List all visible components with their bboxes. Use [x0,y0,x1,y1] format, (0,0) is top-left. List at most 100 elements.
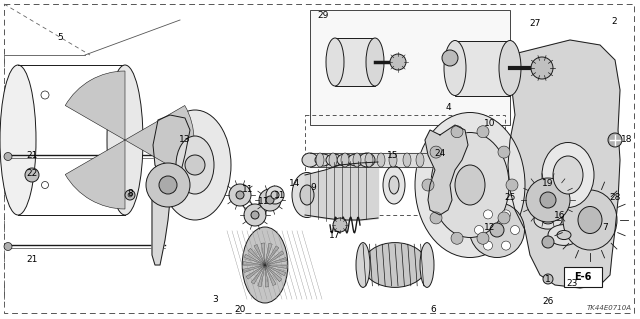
FancyBboxPatch shape [455,41,510,96]
Circle shape [474,226,483,234]
Text: 17: 17 [329,232,340,241]
Circle shape [128,193,132,197]
Circle shape [333,218,347,232]
Text: 11: 11 [259,197,269,206]
Text: 24: 24 [435,150,445,159]
Ellipse shape [578,206,602,234]
Bar [310,10,510,125]
Circle shape [542,236,554,248]
Text: 2: 2 [611,18,617,26]
Text: 25: 25 [504,192,516,202]
Wedge shape [254,244,265,265]
Ellipse shape [176,136,214,194]
Circle shape [42,182,49,189]
Text: 12: 12 [484,224,496,233]
Circle shape [502,241,511,250]
Text: 29: 29 [317,11,329,19]
Bar [305,115,505,215]
Polygon shape [152,115,190,265]
Ellipse shape [316,153,324,167]
Ellipse shape [389,153,397,167]
Polygon shape [508,40,620,288]
Ellipse shape [470,203,525,257]
Wedge shape [265,246,279,265]
Circle shape [390,54,406,70]
Text: 9: 9 [310,183,316,192]
Text: 4: 4 [445,103,451,113]
Ellipse shape [455,165,485,205]
Circle shape [451,126,463,138]
Wedge shape [265,265,276,286]
Circle shape [4,242,12,250]
Text: 11: 11 [275,190,285,199]
Ellipse shape [389,176,399,194]
Ellipse shape [363,243,427,287]
Ellipse shape [326,38,344,86]
Ellipse shape [359,153,375,167]
Ellipse shape [377,153,385,167]
Circle shape [451,232,463,244]
Text: 27: 27 [529,19,541,27]
Ellipse shape [337,154,353,166]
Text: 3: 3 [212,295,218,305]
Wedge shape [258,265,265,287]
Text: 5: 5 [57,33,63,42]
Circle shape [271,191,279,199]
Ellipse shape [302,153,318,167]
Wedge shape [246,265,265,279]
Wedge shape [251,265,265,284]
Text: 7: 7 [602,224,608,233]
Wedge shape [125,106,194,174]
Circle shape [229,184,251,206]
Text: 1: 1 [545,276,551,285]
Circle shape [531,57,553,79]
Text: 11: 11 [243,186,253,195]
Circle shape [266,186,284,204]
Ellipse shape [563,190,617,250]
Circle shape [442,50,458,66]
Ellipse shape [341,153,349,167]
Circle shape [543,274,553,284]
Ellipse shape [499,41,521,95]
Ellipse shape [348,154,364,166]
Text: 13: 13 [179,136,191,145]
Circle shape [540,192,556,208]
Ellipse shape [420,243,434,287]
Wedge shape [244,254,265,265]
Text: 23: 23 [566,278,578,287]
Wedge shape [265,265,285,276]
Circle shape [25,168,39,182]
FancyBboxPatch shape [335,38,375,86]
Ellipse shape [0,65,36,215]
Circle shape [608,133,622,147]
Circle shape [430,146,442,158]
Ellipse shape [159,110,231,220]
Circle shape [146,163,190,207]
Text: TK44E0710A: TK44E0710A [587,305,632,311]
Circle shape [502,210,511,219]
Text: 10: 10 [484,120,496,129]
Text: 22: 22 [26,168,38,177]
Wedge shape [248,249,265,265]
Wedge shape [243,262,265,265]
Text: 18: 18 [621,136,633,145]
Text: E-6: E-6 [574,272,592,282]
Circle shape [511,226,520,234]
Circle shape [526,178,570,222]
Wedge shape [65,140,125,209]
Ellipse shape [542,143,594,207]
Text: 15: 15 [387,151,399,160]
Circle shape [159,176,177,194]
Ellipse shape [292,173,322,218]
FancyBboxPatch shape [564,267,602,287]
Circle shape [251,211,259,219]
Ellipse shape [366,38,384,86]
Ellipse shape [315,154,331,166]
Circle shape [430,212,442,224]
Text: 21: 21 [26,256,38,264]
Text: 14: 14 [289,179,301,188]
Wedge shape [265,243,272,265]
Wedge shape [65,71,125,140]
Ellipse shape [557,230,571,240]
Circle shape [125,190,135,200]
